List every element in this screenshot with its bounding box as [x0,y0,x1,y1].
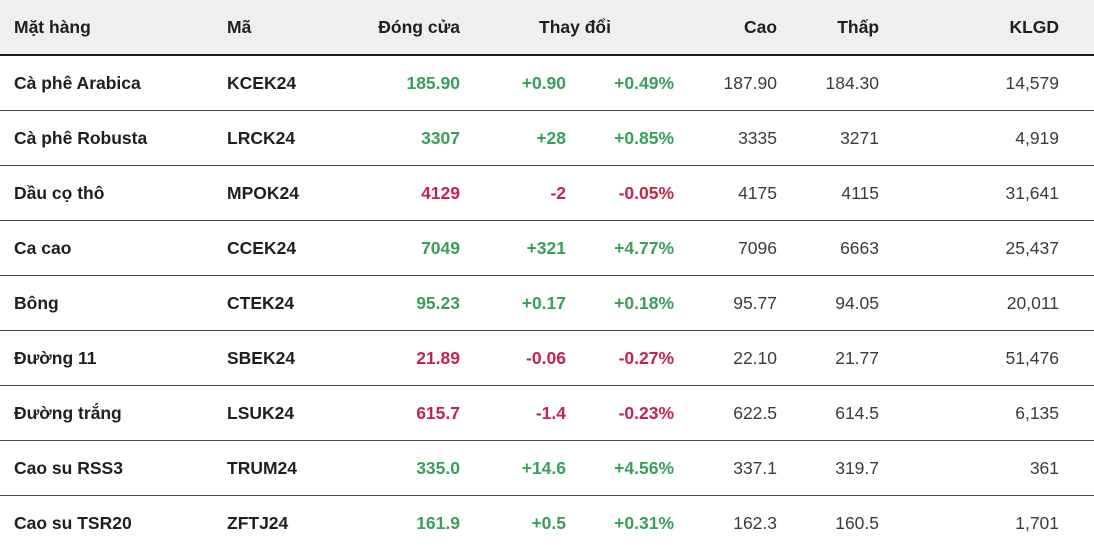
contract-code-cell: MPOK24 [227,165,357,221]
contract-code-cell: TRUM24 [227,440,357,496]
contract-code-cell: LRCK24 [227,110,357,166]
volume-cell: 1,701 [887,495,1094,550]
high-cell: 337.1 [682,440,786,496]
volume-cell: 20,011 [887,275,1094,331]
high-cell: 622.5 [682,385,786,441]
volume-cell: 14,579 [887,55,1094,111]
table-row: Cà phê Arabica KCEK24 185.90 +0.90 +0.49… [0,55,1094,111]
contract-code-cell: CTEK24 [227,275,357,331]
item-name-cell: Cà phê Arabica [0,55,227,111]
header-row: Mặt hàng Mã Đóng cửa Thay đổi Cao Thấp K… [0,0,1094,56]
low-cell: 614.5 [785,385,888,441]
high-cell: 7096 [682,220,786,276]
item-name-cell: Đường 11 [0,330,227,386]
change-cell: +28 [468,110,574,166]
volume-cell: 25,437 [887,220,1094,276]
close-price-cell: 185.90 [357,55,468,111]
low-cell: 21.77 [785,330,888,386]
close-price-cell: 95.23 [357,275,468,331]
volume-cell: 361 [887,440,1094,496]
volume-cell: 51,476 [887,330,1094,386]
high-cell: 3335 [682,110,786,166]
column-header-low: Thấp [785,0,888,56]
change-percent-cell: +4.56% [574,440,683,496]
table-row: Dầu cọ thô MPOK24 4129 -2 -0.05% 4175 41… [0,165,1094,221]
change-percent-cell: -0.27% [574,330,683,386]
column-header-change: Thay đổi [468,0,683,56]
change-cell: -1.4 [468,385,574,441]
column-header-close: Đóng cửa [357,0,468,56]
volume-cell: 4,919 [887,110,1094,166]
change-cell: +321 [468,220,574,276]
table-row: Bông CTEK24 95.23 +0.17 +0.18% 95.77 94.… [0,275,1094,331]
change-percent-cell: +0.85% [574,110,683,166]
change-percent-cell: +0.31% [574,495,683,550]
contract-code-cell: LSUK24 [227,385,357,441]
change-percent-cell: -0.05% [574,165,683,221]
close-price-cell: 335.0 [357,440,468,496]
item-name-cell: Cà phê Robusta [0,110,227,166]
table-row: Cao su RSS3 TRUM24 335.0 +14.6 +4.56% 33… [0,440,1094,496]
low-cell: 184.30 [785,55,888,111]
close-price-cell: 4129 [357,165,468,221]
contract-code-cell: ZFTJ24 [227,495,357,550]
volume-cell: 6,135 [887,385,1094,441]
item-name-cell: Dầu cọ thô [0,165,227,221]
table-row: Đường trắng LSUK24 615.7 -1.4 -0.23% 622… [0,385,1094,441]
low-cell: 4115 [785,165,888,221]
column-header-code: Mã [227,0,357,56]
item-name-cell: Cao su TSR20 [0,495,227,550]
close-price-cell: 161.9 [357,495,468,550]
contract-code-cell: SBEK24 [227,330,357,386]
high-cell: 22.10 [682,330,786,386]
change-percent-cell: +0.18% [574,275,683,331]
low-cell: 6663 [785,220,888,276]
close-price-cell: 3307 [357,110,468,166]
low-cell: 319.7 [785,440,888,496]
item-name-cell: Cao su RSS3 [0,440,227,496]
change-cell: +14.6 [468,440,574,496]
table-row: Đường 11 SBEK24 21.89 -0.06 -0.27% 22.10… [0,330,1094,386]
change-cell: -0.06 [468,330,574,386]
high-cell: 162.3 [682,495,786,550]
table-row: Cà phê Robusta LRCK24 3307 +28 +0.85% 33… [0,110,1094,166]
change-percent-cell: +4.77% [574,220,683,276]
column-header-volume: KLGD [887,0,1094,56]
close-price-cell: 21.89 [357,330,468,386]
change-cell: +0.5 [468,495,574,550]
low-cell: 94.05 [785,275,888,331]
volume-cell: 31,641 [887,165,1094,221]
high-cell: 187.90 [682,55,786,111]
item-name-cell: Bông [0,275,227,331]
table-body: Cà phê Arabica KCEK24 185.90 +0.90 +0.49… [0,55,1094,550]
column-header-high: Cao [682,0,786,56]
close-price-cell: 615.7 [357,385,468,441]
change-percent-cell: +0.49% [574,55,683,111]
item-name-cell: Ca cao [0,220,227,276]
high-cell: 4175 [682,165,786,221]
column-header-item: Mặt hàng [0,0,227,56]
change-cell: -2 [468,165,574,221]
table-row: Cao su TSR20 ZFTJ24 161.9 +0.5 +0.31% 16… [0,495,1094,550]
contract-code-cell: KCEK24 [227,55,357,111]
low-cell: 3271 [785,110,888,166]
change-cell: +0.17 [468,275,574,331]
low-cell: 160.5 [785,495,888,550]
close-price-cell: 7049 [357,220,468,276]
item-name-cell: Đường trắng [0,385,227,441]
high-cell: 95.77 [682,275,786,331]
table-row: Ca cao CCEK24 7049 +321 +4.77% 7096 6663… [0,220,1094,276]
change-cell: +0.90 [468,55,574,111]
contract-code-cell: CCEK24 [227,220,357,276]
change-percent-cell: -0.23% [574,385,683,441]
